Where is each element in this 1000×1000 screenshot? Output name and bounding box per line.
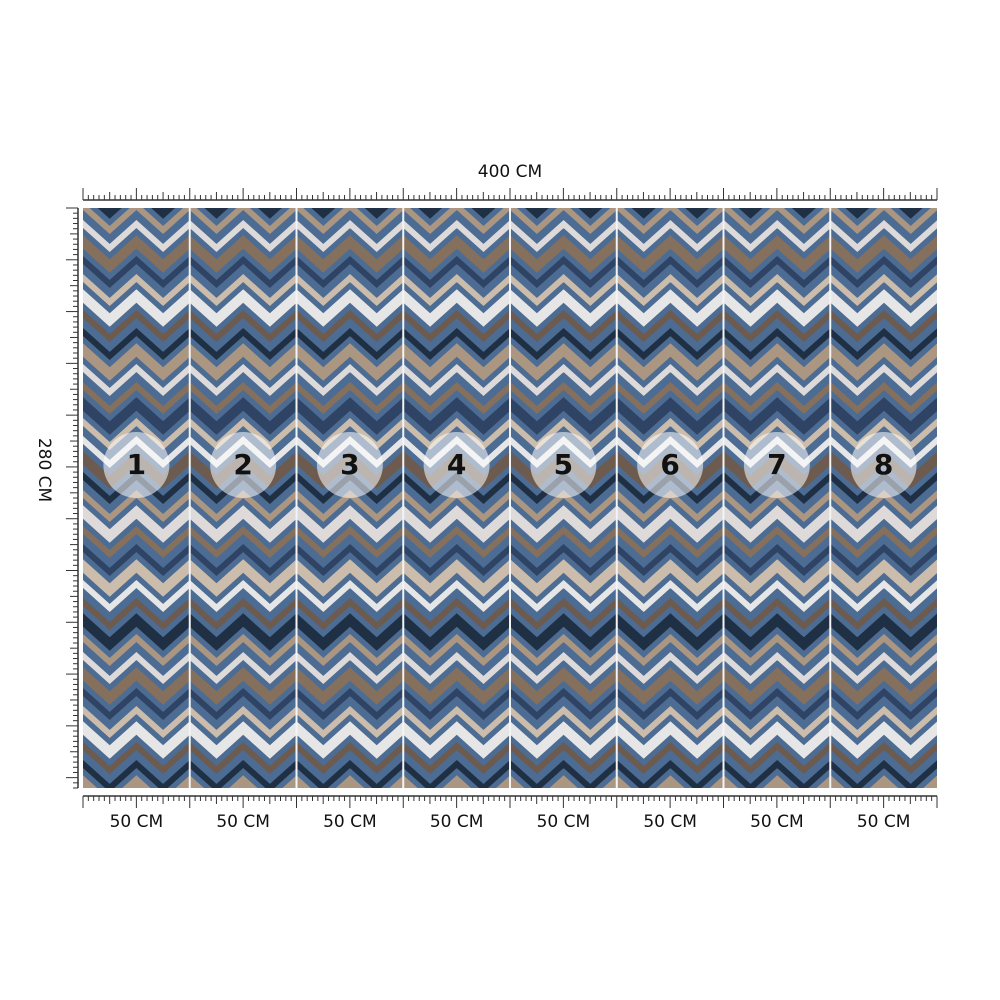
- mural-pattern: [83, 208, 937, 788]
- chevron: [83, 613, 937, 651]
- panel-badge: [103, 432, 170, 498]
- chevron: [83, 579, 937, 613]
- panel-number: 6: [660, 448, 679, 481]
- chevron: [83, 309, 937, 343]
- chevron: [83, 651, 937, 685]
- panel-width-label: 50 CM: [323, 812, 377, 832]
- chevron: [83, 397, 937, 435]
- panel-number: 3: [340, 448, 359, 481]
- chevron: [83, 273, 937, 307]
- panel-badge: [530, 432, 597, 498]
- height-label: 280 CM: [34, 438, 54, 502]
- panels: 1 50 CM 2 50 CM 3 50 CM 4 50 CM 5 50 CM 6 50 CM 7 50 …: [103, 208, 917, 832]
- panel-width-label: 50 CM: [216, 812, 270, 832]
- panel-number: 7: [767, 448, 786, 481]
- chevron: [83, 543, 937, 577]
- panel-badge: [743, 432, 810, 498]
- panel-number: 5: [554, 448, 573, 481]
- panel-number: 4: [447, 448, 466, 481]
- chevron: [83, 471, 937, 505]
- chevron: [83, 525, 937, 559]
- chevron: [83, 451, 937, 489]
- chevron: [83, 327, 937, 361]
- chevron: [83, 705, 937, 739]
- chevron: [83, 505, 937, 543]
- chevron: [83, 597, 937, 631]
- width-label: 400 CM: [478, 162, 542, 182]
- chevron: [83, 417, 937, 451]
- panel-width-label: 50 CM: [537, 812, 591, 832]
- panel-badge: [637, 432, 704, 498]
- panel-badge: [316, 432, 383, 498]
- chevron: [83, 255, 937, 289]
- chevron: [83, 775, 937, 788]
- chevron: [83, 633, 937, 667]
- chevron: [83, 208, 937, 235]
- chevron: [83, 687, 937, 721]
- panel-width-label: 50 CM: [643, 812, 697, 832]
- panel-width-label: 50 CM: [857, 812, 911, 832]
- panel-number: 1: [127, 448, 146, 481]
- panel-width-label: 50 CM: [110, 812, 164, 832]
- chevron: [83, 289, 937, 327]
- panel-width-label: 50 CM: [750, 812, 804, 832]
- chevron: [83, 381, 937, 415]
- chevron: [83, 489, 937, 523]
- panel-number: 8: [874, 448, 893, 481]
- chevron: [83, 343, 937, 381]
- chevron: [83, 721, 937, 759]
- chevron: [83, 741, 937, 775]
- chevron: [83, 235, 937, 273]
- chevron: [83, 559, 937, 597]
- chevron: [83, 219, 937, 253]
- panel-width-label: 50 CM: [430, 812, 484, 832]
- chevron: [83, 759, 937, 788]
- rulers: [66, 188, 938, 808]
- chevron: [83, 363, 937, 397]
- panel-number: 2: [233, 448, 252, 481]
- chevron: [83, 667, 937, 705]
- panel-badge: [210, 432, 277, 498]
- panel-badge: [423, 432, 490, 498]
- panel-badge: [850, 432, 917, 498]
